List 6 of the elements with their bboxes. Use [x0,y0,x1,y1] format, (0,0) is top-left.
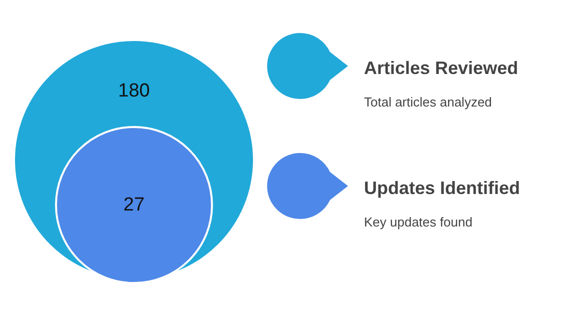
data-label: 27 [123,194,145,216]
text: Key updates found [364,214,472,230]
text: Total articles analyzed [364,94,492,110]
category-label: Updates Identified [364,178,520,198]
data-label: 180 [118,80,150,102]
category-label: Articles Reviewed [364,58,518,78]
